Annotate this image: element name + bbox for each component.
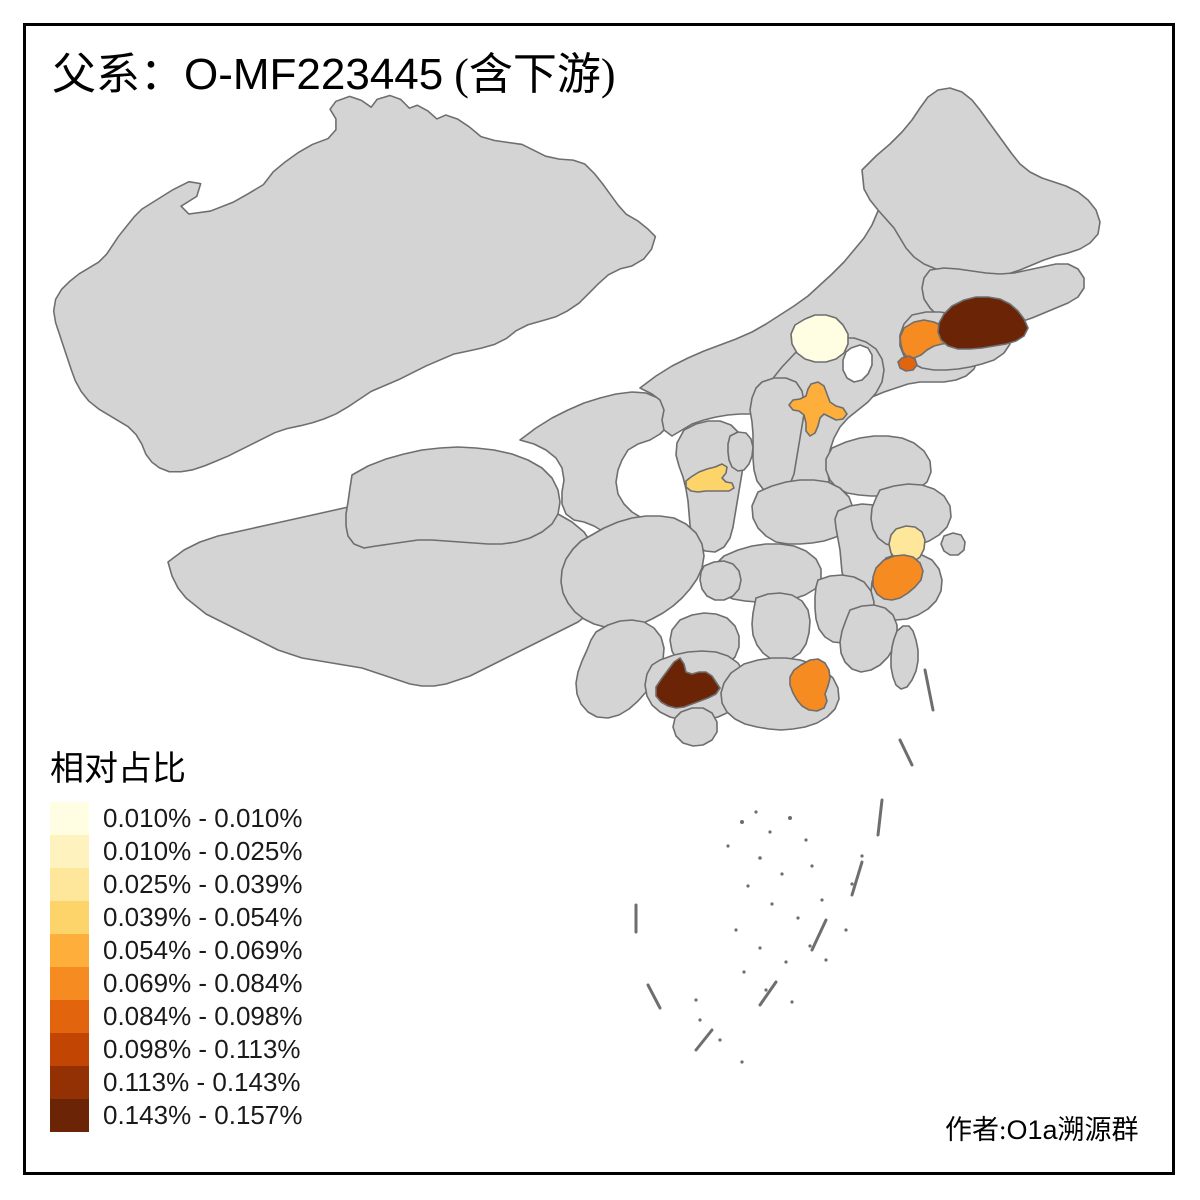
legend-swatch [50, 1066, 89, 1099]
legend-item[interactable]: 0.069% - 0.084% [50, 967, 380, 1000]
legend-label: 0.084% - 0.098% [103, 1001, 303, 1031]
legend-swatch [50, 1033, 89, 1066]
legend-item[interactable]: 0.010% - 0.025% [50, 835, 380, 868]
credit-name: O1a溯源群 [1006, 1115, 1139, 1145]
legend-label: 0.039% - 0.054% [103, 902, 303, 932]
legend-label: 0.010% - 0.025% [103, 836, 303, 866]
legend-swatch [50, 901, 89, 934]
credit-prefix: 作者: [945, 1115, 1007, 1145]
legend-swatch [50, 934, 89, 967]
legend-item[interactable]: 0.025% - 0.039% [50, 868, 380, 901]
legend-swatch [50, 835, 89, 868]
page-title: 父系：O-MF223445 (含下游) [52, 46, 616, 104]
legend-rows: 0.010% - 0.010% 0.010% - 0.025% 0.025% -… [50, 802, 380, 1132]
title-haplogroup: O-MF223445 [184, 50, 444, 99]
legend-swatch [50, 1000, 89, 1033]
legend-item[interactable]: 0.113% - 0.143% [50, 1066, 380, 1099]
legend-item[interactable]: 0.143% - 0.157% [50, 1099, 380, 1132]
legend-swatch [50, 967, 89, 1000]
legend-swatch [50, 802, 89, 835]
title-prefix: 父系： [52, 50, 184, 99]
legend-item[interactable]: 0.054% - 0.069% [50, 934, 380, 967]
legend: 相对占比 0.010% - 0.010% 0.010% - 0.025% 0.0… [50, 748, 380, 1132]
legend-item[interactable]: 0.010% - 0.010% [50, 802, 380, 835]
legend-item[interactable]: 0.098% - 0.113% [50, 1033, 380, 1066]
legend-label: 0.069% - 0.084% [103, 968, 303, 998]
legend-label: 0.098% - 0.113% [103, 1034, 301, 1064]
legend-title: 相对占比 [50, 751, 186, 788]
legend-label: 0.113% - 0.143% [103, 1067, 301, 1097]
legend-label: 0.025% - 0.039% [103, 869, 303, 899]
legend-label: 0.010% - 0.010% [103, 803, 303, 833]
legend-swatch [50, 868, 89, 901]
legend-label: 0.054% - 0.069% [103, 935, 303, 965]
legend-swatch [50, 1099, 89, 1132]
author-credit: 作者:O1a溯源群 [945, 1108, 1139, 1147]
title-suffix: (含下游) [454, 50, 616, 99]
legend-item[interactable]: 0.084% - 0.098% [50, 1000, 380, 1033]
legend-label: 0.143% - 0.157% [103, 1100, 303, 1130]
legend-item[interactable]: 0.039% - 0.054% [50, 901, 380, 934]
